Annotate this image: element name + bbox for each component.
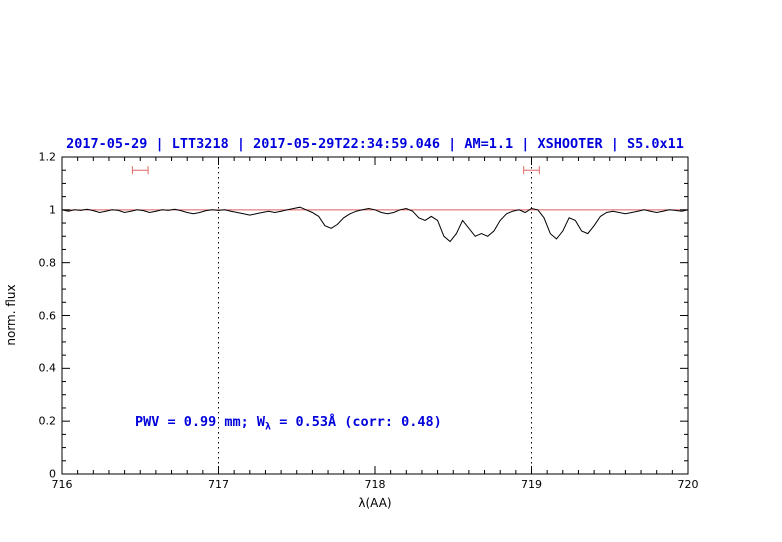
plot-title: 2017-05-29 | LTT3218 | 2017-05-29T22:34:… [66, 136, 684, 152]
x-tick-label: 717 [208, 478, 229, 491]
pwv-annotation-post: = 0.53Å (corr: 0.48) [271, 414, 442, 430]
x-axis-label: λ(AA) [358, 496, 392, 510]
pwv-annotation-sub: λ [265, 421, 272, 433]
y-tick-label: 0.8 [38, 256, 57, 270]
spectrum-line [61, 206, 689, 243]
y-tick-label: 0 [49, 467, 56, 481]
pwv-annotation: PWV = 0.99 mm; Wλ = 0.53Å (corr: 0.48) [135, 414, 442, 433]
y-tick-label: 1 [49, 203, 56, 217]
pwv-annotation-pre: PWV = 0.99 mm; W [135, 414, 266, 430]
x-tick-label: 716 [51, 478, 73, 491]
y-tick-label: 0.6 [38, 309, 57, 322]
x-tick-label: 720 [677, 478, 699, 491]
y-tick-label: 1.2 [38, 150, 57, 164]
y-tick-label: 0.2 [38, 414, 57, 428]
y-tick-label: 0.4 [38, 361, 57, 375]
x-tick-label: 718 [364, 478, 386, 491]
x-tick-label: 719 [521, 478, 542, 491]
